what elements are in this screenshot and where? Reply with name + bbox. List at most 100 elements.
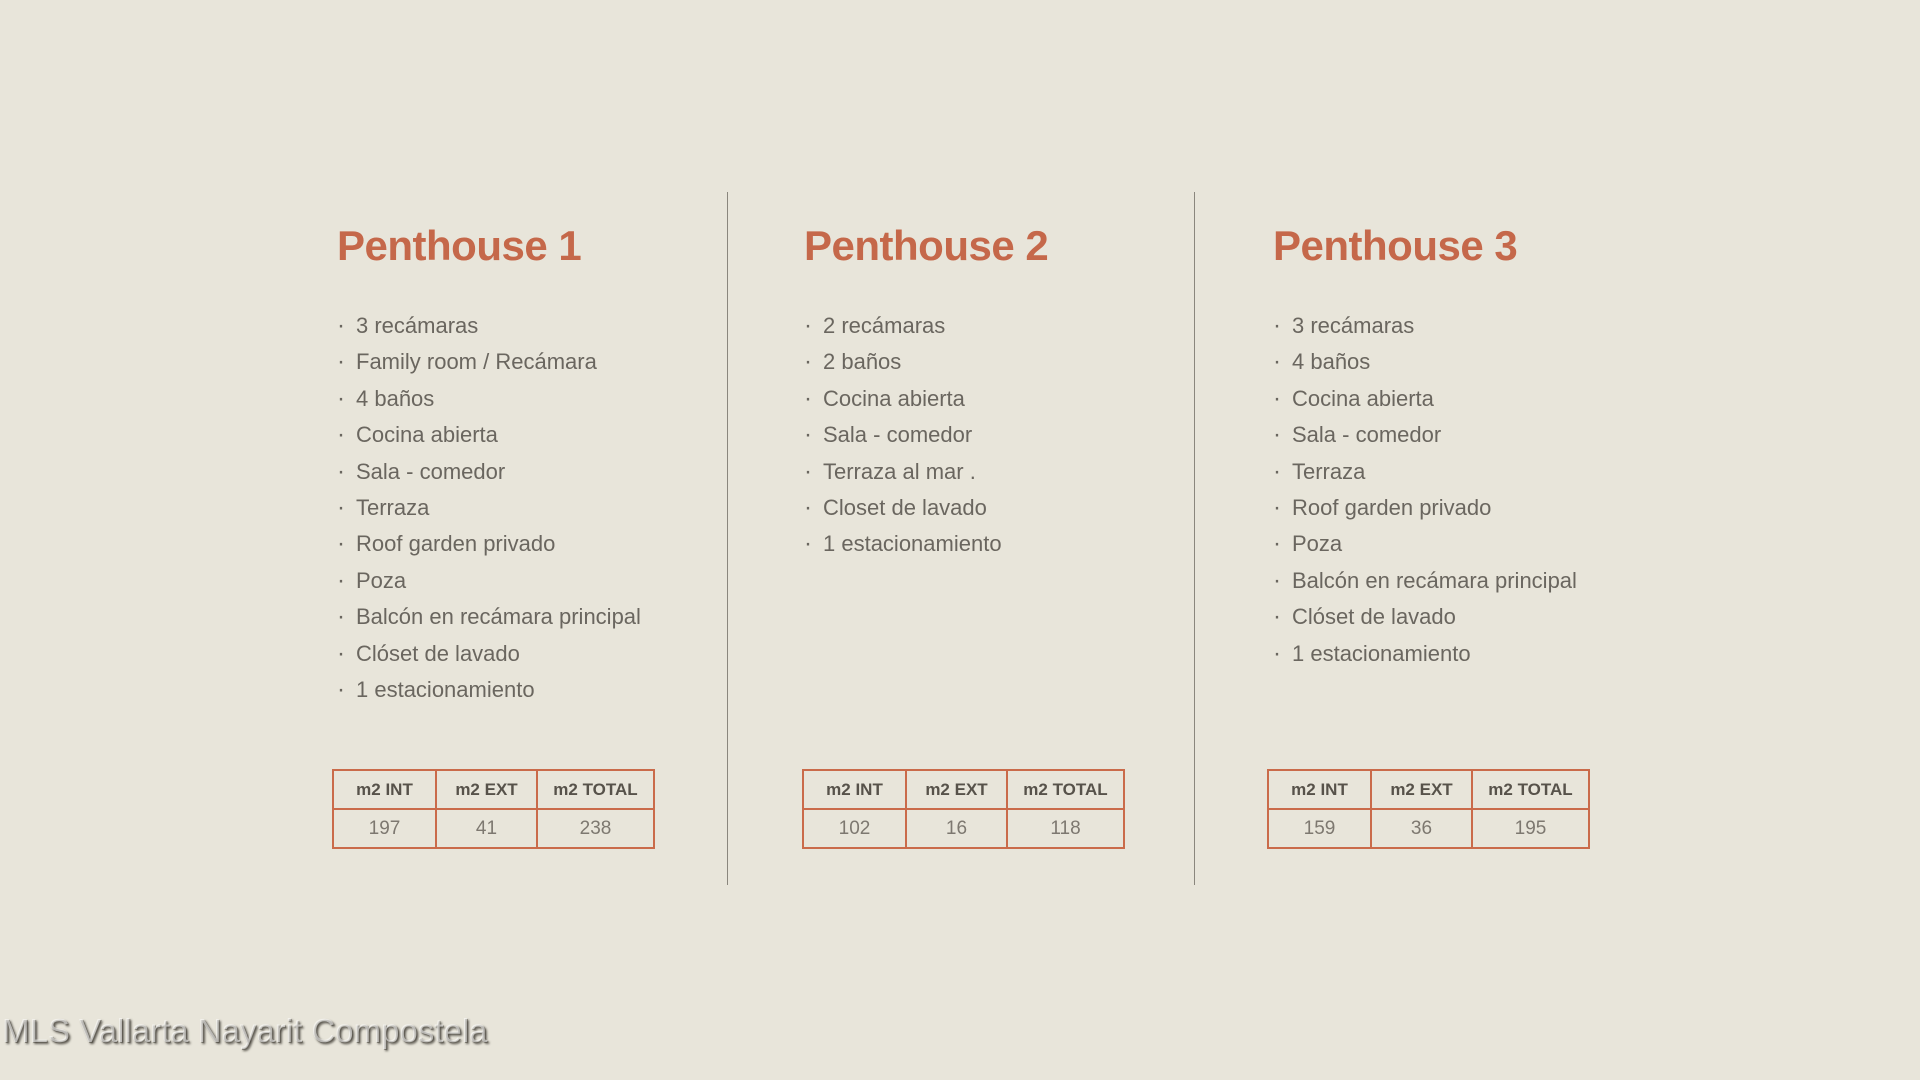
feature-item: · 1 estacionamiento [1273, 636, 1693, 672]
bullet-icon: · [1273, 603, 1281, 631]
feature-item: · Cocina abierta [337, 417, 757, 453]
value-m2-ext: 16 [905, 808, 1008, 849]
penthouse-3-area-table: m2 INT m2 EXT m2 TOTAL 159 36 195 [1267, 769, 1590, 849]
feature-text: Sala - comedor [823, 422, 973, 448]
feature-text: Cocina abierta [823, 385, 965, 411]
bullet-icon: · [337, 603, 345, 631]
header-m2-total: m2 TOTAL [1006, 769, 1125, 810]
feature-text: 1 estacionamiento [823, 531, 1002, 557]
feature-text: Terraza al mar . [823, 458, 976, 484]
bullet-icon: · [804, 530, 812, 558]
feature-text: Balcón en recámara principal [1292, 567, 1577, 593]
bullet-icon: · [337, 457, 345, 485]
feature-item: · 2 baños [804, 344, 1224, 380]
column-divider-2 [1194, 192, 1195, 885]
header-m2-int: m2 INT [1267, 769, 1372, 810]
feature-text: Sala - comedor [356, 458, 506, 484]
value-m2-total: 238 [536, 808, 655, 849]
penthouse-1-title: Penthouse 1 [337, 222, 582, 269]
penthouse-2-section: Penthouse 2 · 2 recámaras · 2 baños · Cocin… [804, 222, 1224, 563]
feature-item: · Closet de lavado [804, 490, 1224, 526]
bullet-icon: · [337, 384, 345, 412]
bullet-icon: · [1273, 639, 1281, 667]
feature-item: · 3 recámaras [337, 308, 757, 344]
table-value-row: 102 16 118 [802, 808, 1125, 849]
feature-item: · Sala - comedor [337, 454, 757, 490]
bullet-icon: · [804, 494, 812, 522]
header-m2-total: m2 TOTAL [536, 769, 655, 810]
header-m2-ext: m2 EXT [1370, 769, 1473, 810]
bullet-icon: · [804, 421, 812, 449]
feature-item: · Poza [337, 563, 757, 599]
feature-item: · Clóset de lavado [337, 636, 757, 672]
feature-text: Roof garden privado [1292, 495, 1492, 521]
penthouse-3-title: Penthouse 3 [1273, 222, 1518, 269]
value-m2-ext: 36 [1370, 808, 1473, 849]
bullet-icon: · [804, 457, 812, 485]
feature-item: · Cocina abierta [1273, 381, 1693, 417]
feature-text: 1 estacionamiento [1292, 640, 1471, 666]
table-value-row: 197 41 238 [332, 808, 655, 849]
bullet-icon: · [1273, 566, 1281, 594]
penthouse-2-feature-list: · 2 recámaras · 2 baños · Cocina abierta · S… [804, 308, 1224, 563]
bullet-icon: · [804, 348, 812, 376]
value-m2-int: 197 [332, 808, 437, 849]
penthouse-2-title: Penthouse 2 [804, 222, 1049, 269]
header-m2-int: m2 INT [802, 769, 907, 810]
table-header-row: m2 INT m2 EXT m2 TOTAL [332, 769, 655, 810]
feature-text: Closet de lavado [823, 495, 987, 521]
bullet-icon: · [337, 676, 345, 704]
table-header-row: m2 INT m2 EXT m2 TOTAL [802, 769, 1125, 810]
value-m2-total: 195 [1471, 808, 1590, 849]
feature-item: · 1 estacionamiento [337, 672, 757, 708]
feature-text: Roof garden privado [356, 531, 556, 557]
watermark: MLS Vallarta Nayarit Compostela [2, 1012, 488, 1049]
feature-item: · Terraza [337, 490, 757, 526]
feature-text: Poza [356, 567, 407, 593]
header-m2-ext: m2 EXT [905, 769, 1008, 810]
feature-text: 1 estacionamiento [356, 677, 535, 703]
bullet-icon: · [337, 421, 345, 449]
feature-item: · Clóset de lavado [1273, 599, 1693, 635]
feature-item: · Balcón en recámara principal [1273, 563, 1693, 599]
feature-text: 2 recámaras [823, 313, 946, 338]
bullet-icon: · [337, 348, 345, 376]
feature-item: · Terraza al mar . [804, 454, 1224, 490]
header-m2-total: m2 TOTAL [1471, 769, 1590, 810]
feature-item: · Family room / Recámara [337, 344, 757, 380]
penthouse-2-area-table: m2 INT m2 EXT m2 TOTAL 102 16 118 [802, 769, 1125, 849]
table-value-row: 159 36 195 [1267, 808, 1590, 849]
feature-text: Clóset de lavado [1292, 604, 1456, 630]
feature-item: · Cocina abierta [804, 381, 1224, 417]
bullet-icon: · [804, 384, 812, 412]
feature-text: Family room / Recámara [356, 349, 597, 375]
feature-text: Clóset de lavado [356, 640, 520, 666]
value-m2-total: 118 [1006, 808, 1125, 849]
feature-text: 4 baños [356, 385, 435, 411]
feature-item: · Roof garden privado [1273, 490, 1693, 526]
header-m2-ext: m2 EXT [435, 769, 538, 810]
feature-item: · Sala - comedor [1273, 417, 1693, 453]
feature-item: · Poza [1273, 526, 1693, 562]
feature-item: · 4 baños [1273, 344, 1693, 380]
feature-item: · Balcón en recámara principal [337, 599, 757, 635]
feature-text: 3 recámaras [356, 313, 479, 338]
bullet-icon: · [337, 494, 345, 522]
feature-item: · Roof garden privado [337, 526, 757, 562]
feature-item: · 1 estacionamiento [804, 526, 1224, 562]
value-m2-int: 102 [802, 808, 907, 849]
feature-text: Poza [1292, 531, 1343, 557]
bullet-icon: · [1273, 494, 1281, 522]
table-header-row: m2 INT m2 EXT m2 TOTAL [1267, 769, 1590, 810]
feature-text: Cocina abierta [356, 422, 498, 448]
penthouse-1-area-table: m2 INT m2 EXT m2 TOTAL 197 41 238 [332, 769, 655, 849]
feature-text: 3 recámaras [1292, 313, 1415, 338]
feature-item: · 2 recámaras [804, 308, 1224, 344]
feature-text: Cocina abierta [1292, 385, 1434, 411]
bullet-icon: · [1273, 530, 1281, 558]
feature-text: Terraza [356, 495, 430, 521]
value-m2-ext: 41 [435, 808, 538, 849]
feature-item: · Sala - comedor [804, 417, 1224, 453]
bullet-icon: · [1273, 312, 1281, 339]
